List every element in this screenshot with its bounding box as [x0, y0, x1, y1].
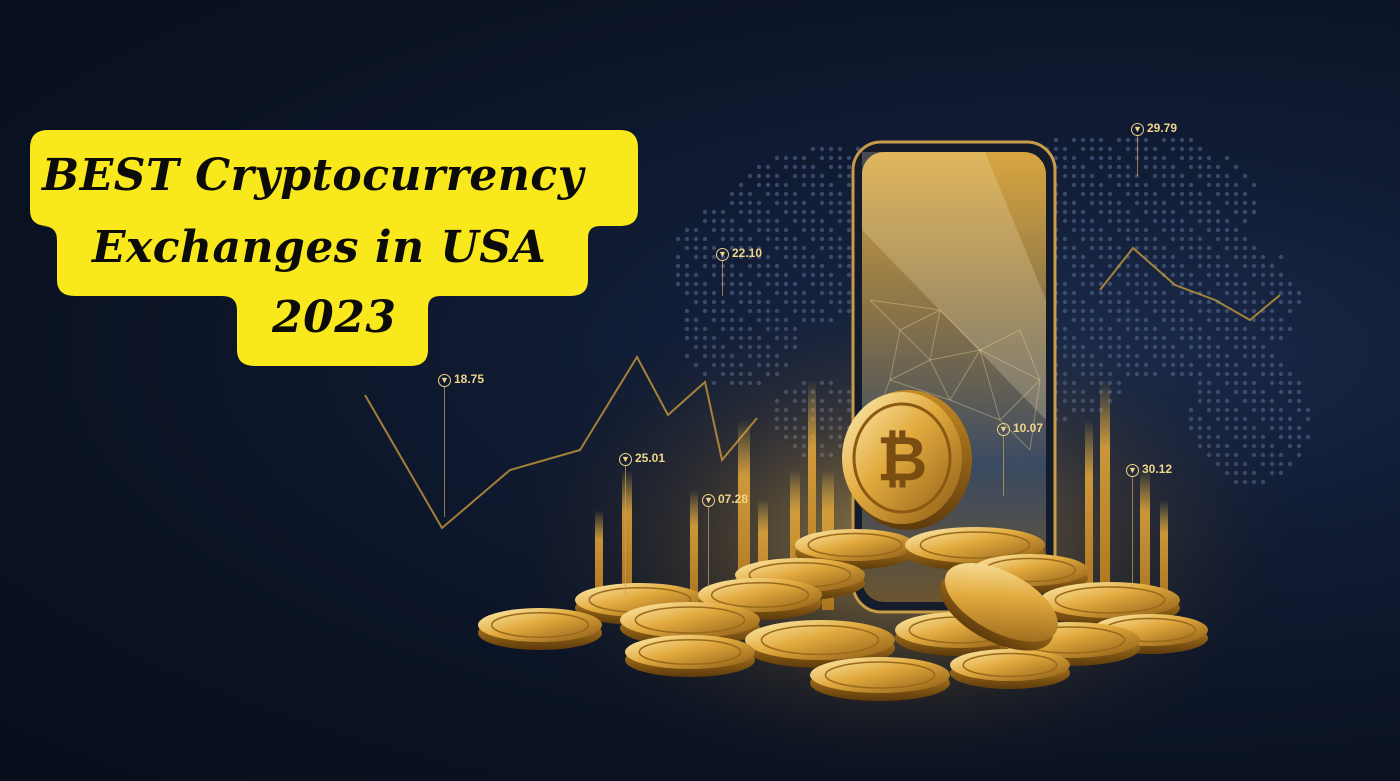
chart-bar: [690, 490, 698, 610]
price-marker-label: 22.10: [732, 246, 763, 260]
down-triangle-icon: ▼: [438, 374, 451, 387]
chart-bar: [1160, 500, 1168, 610]
stacked-coin: [795, 529, 915, 569]
chart-bar: [595, 510, 603, 610]
chart-bar: [1085, 420, 1093, 610]
stacked-coin: [1040, 582, 1180, 626]
price-marker-label: 07.28: [718, 492, 749, 506]
price-marker: ▼ 25.01: [619, 451, 666, 596]
down-triangle-icon: ▼: [716, 248, 729, 261]
stacked-coin: [478, 608, 602, 650]
down-triangle-icon: ▼: [702, 494, 715, 507]
price-marker-stem: [1003, 436, 1004, 496]
down-triangle-icon: ▼: [1131, 123, 1144, 136]
price-marker: ▼ 07.28: [702, 492, 749, 587]
chart-bar: [758, 500, 768, 610]
down-triangle-icon: ▼: [1126, 464, 1139, 477]
price-marker-stem: [708, 507, 709, 587]
stacked-coin: [905, 527, 1045, 571]
chart-bar: [1140, 470, 1150, 610]
price-marker-stem: [444, 387, 445, 517]
down-triangle-icon: ▼: [997, 423, 1010, 436]
tilted-bitcoin-coin: [940, 562, 1058, 651]
price-marker-label: 18.75: [454, 372, 485, 386]
coin-pile: [478, 527, 1208, 701]
chart-bar: [808, 380, 816, 610]
price-marker-label: 29.79: [1147, 121, 1178, 135]
down-triangle-icon: ▼: [619, 453, 632, 466]
bitcoin-icon: ₿: [877, 422, 928, 495]
stacked-coin: [625, 635, 755, 677]
price-marker-stem: [1137, 136, 1138, 176]
chart-bar: [1100, 380, 1110, 610]
price-marker-stem: [1132, 477, 1133, 587]
chart-bar: [622, 470, 632, 610]
price-marker-stem: [722, 261, 723, 296]
price-marker: ▼ 18.75: [438, 372, 485, 517]
price-marker: ▼ 10.07: [997, 421, 1044, 496]
bitcoin-coin: ₿: [842, 390, 972, 530]
stacked-coin: [620, 602, 760, 646]
price-marker: ▼ 22.10: [716, 246, 763, 296]
price-marker: ▼ 30.12: [1126, 462, 1173, 587]
price-marker-label: 30.12: [1142, 462, 1173, 476]
price-marker-label: 25.01: [635, 451, 666, 465]
stacked-coin: [950, 649, 1070, 689]
stacked-coin: [810, 657, 950, 701]
price-marker: ▼ 29.79: [1131, 121, 1178, 176]
price-marker-stem: [625, 466, 626, 596]
trend-line-right: [1099, 246, 1281, 322]
price-marker-label: 10.07: [1013, 421, 1044, 435]
chart-bar: [790, 470, 800, 610]
chart-bar: [738, 420, 750, 610]
